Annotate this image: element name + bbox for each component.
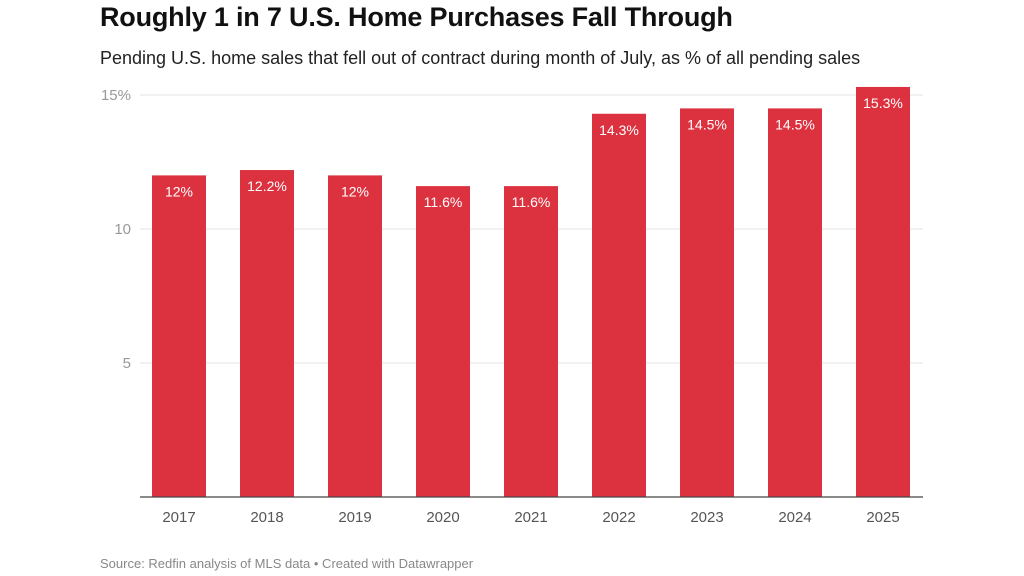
data-label: 12.2%	[247, 178, 287, 194]
bar-2019	[328, 175, 382, 497]
bar-2021	[504, 186, 558, 497]
y-tick-label: 15%	[101, 87, 131, 104]
data-label: 12%	[341, 183, 369, 199]
data-label: 14.5%	[687, 116, 727, 132]
source-note: Source: Redfin analysis of MLS data • Cr…	[100, 556, 474, 571]
x-tick-label: 2025	[866, 509, 899, 526]
chart-subtitle: Pending U.S. home sales that fell out of…	[100, 48, 861, 68]
data-label: 12%	[165, 183, 193, 199]
y-tick-label: 10	[114, 221, 131, 238]
data-label: 11.6%	[424, 194, 463, 210]
data-label: 14.3%	[599, 122, 639, 138]
x-tick-label: 2019	[338, 509, 371, 526]
data-label: 11.6%	[512, 194, 551, 210]
x-tick-label: 2024	[778, 509, 811, 526]
bar-2025	[856, 86, 910, 498]
bar-2018	[240, 170, 294, 498]
chart-title: Roughly 1 in 7 U.S. Home Purchases Fall …	[100, 2, 733, 32]
x-tick-label: 2023	[690, 509, 723, 526]
x-tick-label: 2021	[514, 509, 547, 526]
y-tick-label: 5	[123, 355, 131, 372]
bar-2024	[768, 108, 822, 498]
bar-2017	[152, 175, 206, 497]
x-tick-label: 2022	[602, 509, 635, 526]
x-tick-label: 2020	[426, 509, 459, 526]
bar-2023	[680, 108, 734, 498]
bar-2020	[416, 186, 470, 497]
data-label: 14.5%	[775, 116, 815, 132]
bar-2022	[592, 113, 646, 497]
data-label: 15.3%	[863, 95, 903, 111]
x-tick-label: 2017	[162, 509, 195, 526]
x-tick-label: 2018	[250, 509, 283, 526]
